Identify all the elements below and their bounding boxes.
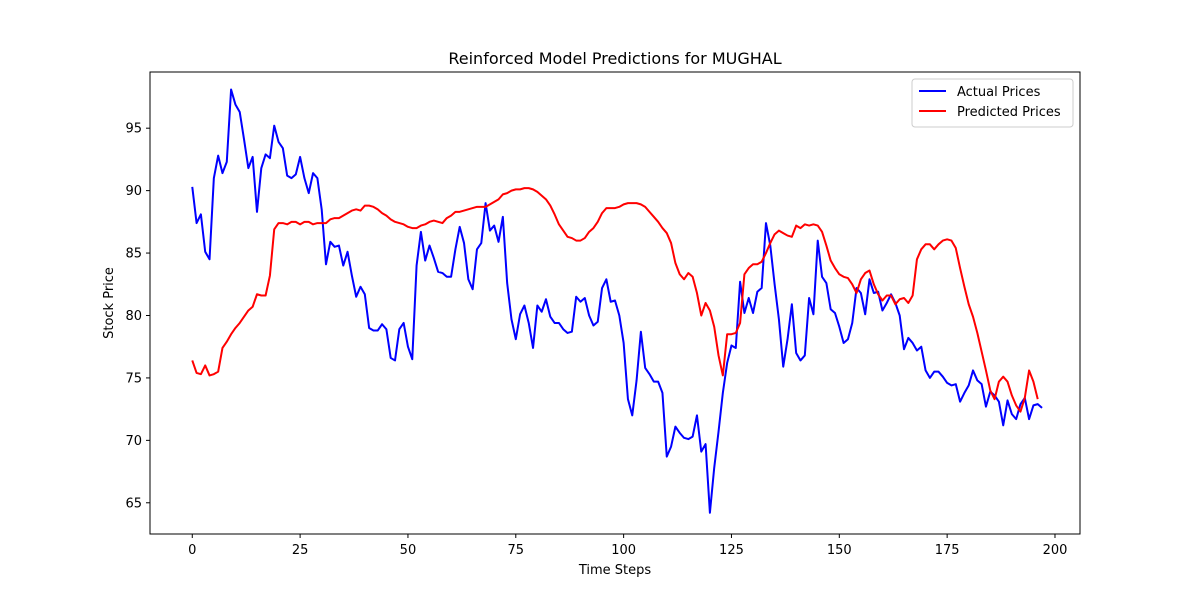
x-axis-ticks: 0 25 50 75 100 125 150 175 200 (188, 534, 1067, 558)
x-tick-label: 150 (827, 543, 852, 558)
legend-box (911, 78, 1074, 128)
x-tick-label: 100 (611, 543, 636, 558)
x-tick-label: 175 (935, 543, 960, 558)
plot-series (191, 88, 1043, 514)
y-tick-label: 70 (125, 434, 142, 449)
plot-area-frame (149, 71, 1081, 535)
y-tick-label: 80 (125, 309, 142, 324)
legend-label-predicted: Predicted Prices (957, 105, 1061, 120)
series-line-actual (191, 88, 1043, 514)
y-tick-label: 65 (125, 496, 142, 511)
x-tick-label: 75 (508, 543, 525, 558)
chart-title: Reinforced Model Predictions for MUGHAL (448, 49, 781, 68)
series-line-predicted (191, 187, 1039, 413)
x-axis-label: Time Steps (578, 563, 652, 578)
y-axis-label: Stock Price (102, 267, 117, 339)
y-tick-label: 90 (125, 184, 142, 199)
y-tick-label: 95 (125, 122, 142, 137)
y-axis-ticks: 65 70 75 80 85 90 95 (125, 122, 150, 511)
y-tick-label: 75 (125, 371, 142, 386)
x-tick-label: 50 (400, 543, 417, 558)
x-tick-label: 25 (292, 543, 309, 558)
legend: Actual Prices Predicted Prices (911, 78, 1074, 128)
x-tick-label: 0 (188, 543, 196, 558)
legend-label-actual: Actual Prices (957, 85, 1041, 100)
x-tick-label: 125 (719, 543, 744, 558)
x-tick-label: 200 (1043, 543, 1068, 558)
y-tick-label: 85 (125, 247, 142, 262)
